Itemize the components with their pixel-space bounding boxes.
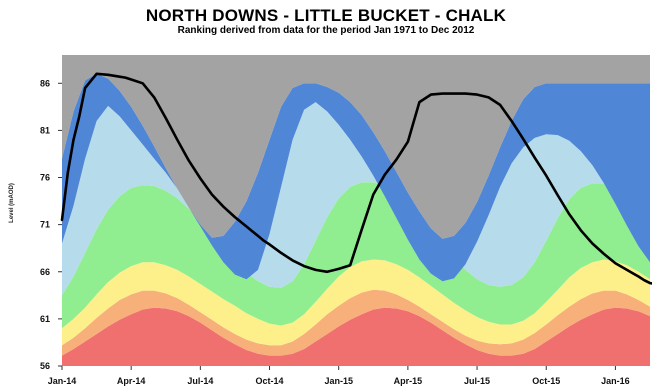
percentile-band-3 bbox=[62, 182, 650, 329]
chart-title: NORTH DOWNS - LITTLE BUCKET - CHALK bbox=[145, 6, 507, 25]
level-line bbox=[60, 72, 652, 285]
x-axis-ticks: Jan-14 Apr-14 Jul-14 Oct-14 Jan-15 Apr-15 Jul-… bbox=[48, 366, 630, 386]
x-tick-label: Jul-14 bbox=[187, 376, 213, 386]
x-tick-label: Oct-15 bbox=[532, 376, 560, 386]
chart-subtitle: Ranking derived from data for the period… bbox=[177, 25, 475, 36]
percentile-bands bbox=[62, 55, 650, 366]
x-tick-label: Apr-15 bbox=[394, 376, 423, 386]
x-tick-label: Oct-14 bbox=[256, 376, 284, 386]
percentile-band-4 bbox=[62, 102, 650, 296]
y-tick-label: 71 bbox=[40, 220, 50, 230]
y-tick-label: 61 bbox=[40, 314, 50, 324]
y-tick-label: 86 bbox=[40, 78, 50, 88]
y-tick-label: 81 bbox=[40, 125, 50, 135]
percentile-band-6 bbox=[62, 55, 650, 239]
y-tick-label: 76 bbox=[40, 173, 50, 183]
percentile-band-0 bbox=[62, 307, 650, 366]
percentile-band-2 bbox=[62, 259, 650, 346]
x-tick-label: Jan-14 bbox=[48, 376, 77, 386]
x-tick-label: Apr-14 bbox=[117, 376, 146, 386]
y-tick-label: 66 bbox=[40, 267, 50, 277]
x-tick-label: Jul-15 bbox=[464, 376, 490, 386]
x-tick-label: Jan-16 bbox=[601, 376, 630, 386]
y-axis-ticks: 56 61 66 71 76 81 86 bbox=[40, 78, 62, 371]
percentile-band-5 bbox=[62, 73, 650, 282]
percentile-band-1 bbox=[62, 289, 650, 356]
groundwater-level-line bbox=[60, 72, 652, 285]
y-tick-label: 56 bbox=[40, 361, 50, 371]
x-tick-label: Jan-15 bbox=[324, 376, 353, 386]
